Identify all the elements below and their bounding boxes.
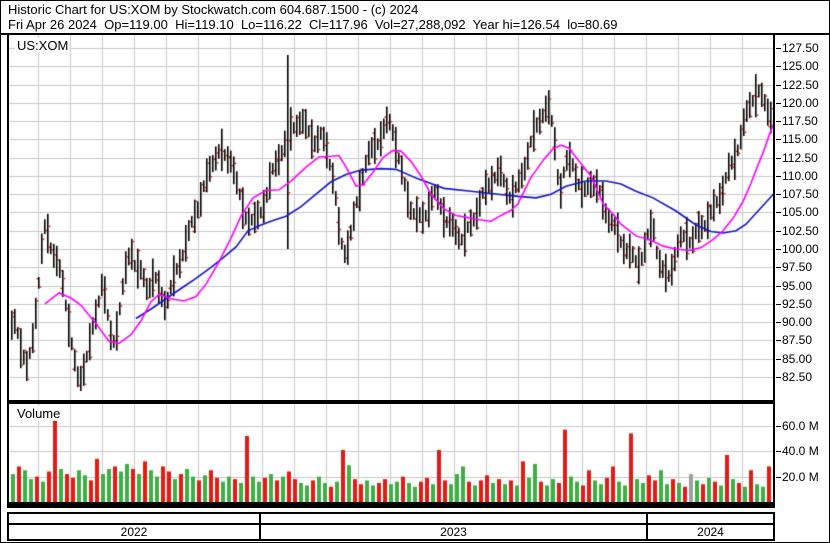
price-axis-label: 100.00: [782, 242, 819, 257]
price-axis-tick: [776, 176, 781, 177]
year-cell-2022: 2022: [7, 523, 261, 541]
volume-axis-label: 40.0 M: [782, 444, 819, 459]
volume-panel: Volume: [7, 402, 775, 508]
price-axis-tick: [776, 377, 781, 378]
price-axis-label: 102.50: [782, 223, 819, 238]
price-axis-label: 107.50: [782, 187, 819, 202]
price-axis-tick: [776, 48, 781, 49]
price-axis-tick: [776, 139, 781, 140]
price-axis-tick: [776, 194, 781, 195]
price-axis-tick: [776, 121, 781, 122]
volume-axis-tick: [776, 451, 781, 452]
price-axis-label: 82.50: [782, 369, 813, 384]
price-axis-tick: [776, 359, 781, 360]
price-axis-tick: [776, 340, 781, 341]
price-axis-tick: [776, 267, 781, 268]
price-axis-tick: [776, 212, 781, 213]
price-axis-tick: [776, 322, 781, 323]
volume-axis-label: 60.0 M: [782, 418, 819, 433]
header-title: Historic Chart for US:XOM by Stockwatch.…: [8, 2, 419, 17]
price-axis-label: 125.00: [782, 59, 819, 74]
year-label: 2023: [440, 525, 467, 539]
volume-axis-label: 20.0 M: [782, 469, 819, 484]
price-axis-label: 87.50: [782, 333, 813, 348]
volume-axis-tick: [776, 426, 781, 427]
price-axis-label: 120.00: [782, 95, 819, 110]
price-chart-plot: [9, 35, 773, 400]
volume-axis-tick: [776, 477, 781, 478]
price-axis-tick: [776, 66, 781, 67]
price-axis-label: 122.50: [782, 77, 819, 92]
price-axis-label: 105.00: [782, 205, 819, 220]
price-axis-tick: [776, 103, 781, 104]
price-axis-tick: [776, 304, 781, 305]
price-axis-label: 95.00: [782, 278, 813, 293]
price-axis-label: 85.00: [782, 351, 813, 366]
volume-chart-plot: [9, 404, 773, 502]
price-axis-label: 97.50: [782, 260, 813, 275]
volume-label: Volume: [15, 406, 63, 421]
header-quote-line: Fri Apr 26 2024 Op=119.00 Hi=119.10 Lo=1…: [8, 17, 618, 32]
price-axis-tick: [776, 286, 781, 287]
year-label: 2022: [120, 525, 148, 539]
price-axis-tick: [776, 158, 781, 159]
price-axis-label: 110.00: [782, 168, 818, 183]
year-label: 2024: [697, 525, 724, 539]
price-axis-label: 90.00: [782, 315, 813, 330]
price-axis-label: 115.00: [782, 132, 818, 147]
price-axis-tick: [776, 249, 781, 250]
price-panel: US:XOM: [7, 33, 775, 402]
price-axis-tick: [776, 85, 781, 86]
price-axis-label: 127.50: [782, 41, 819, 55]
year-cell-2023: 2023: [259, 523, 648, 541]
price-axis-tick: [776, 231, 781, 232]
year-cell-2024: 2024: [646, 523, 775, 541]
price-axis-label: 92.50: [782, 296, 813, 311]
price-axis-label: 117.50: [782, 114, 818, 129]
price-axis-label: 112.50: [782, 150, 818, 165]
symbol-label: US:XOM: [15, 38, 71, 53]
